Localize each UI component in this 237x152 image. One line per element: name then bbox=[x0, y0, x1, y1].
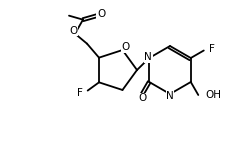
Text: O: O bbox=[138, 93, 146, 103]
Text: N: N bbox=[166, 91, 174, 101]
Text: O: O bbox=[97, 9, 105, 19]
Text: F: F bbox=[209, 45, 215, 55]
Text: O: O bbox=[69, 26, 77, 36]
Text: O: O bbox=[121, 42, 130, 52]
Text: N: N bbox=[144, 52, 152, 62]
Text: OH: OH bbox=[205, 90, 221, 100]
Text: F: F bbox=[77, 88, 83, 98]
